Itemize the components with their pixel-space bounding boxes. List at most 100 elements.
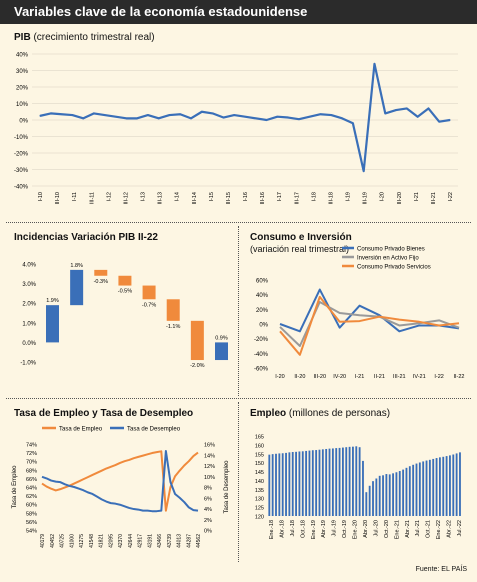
empleo-bar [445,456,448,516]
pib-point [104,114,106,116]
pib-point [93,112,95,114]
incidencias-bar-label: -0.3% [94,279,108,285]
pib-xtick: III-17 [294,192,300,205]
empleo-ytick: 135 [255,488,264,494]
empleo-bar [305,450,308,516]
empleo-subtitle: (millones de personas) [288,408,391,419]
tasas-left-ytick: 58% [26,511,37,517]
tasas-left-ytick: 74% [26,443,37,449]
empleo-ytick: 160 [255,443,264,449]
tasas-xtick: 41821 [99,534,105,548]
consumo-ytick: 40% [256,293,269,299]
empleo-bar [362,460,364,516]
consumo-xtick: IV-21 [413,374,426,380]
incidencias-bar [94,269,108,276]
consumo-xtick: I-21 [355,374,364,380]
empleo-ytick: 145 [255,470,264,476]
pib-point [449,119,451,121]
tasas-xtick: 42370 [118,534,124,548]
tasas-xtick: 40452 [50,534,56,548]
empleo-xtick: Ene.-22 [436,520,442,539]
consumo-subtitle: (variación real trimestral) [250,244,350,254]
consumo-xtick: IV-20 [333,374,346,380]
incidencias-bar [70,269,84,306]
empleo-bar [418,462,421,516]
empleo-bar [301,451,304,516]
tasas-xtick: 41000 [69,534,75,548]
consumo-xtick: I-22 [434,374,443,380]
incidencias-bar-label: -0.7% [142,302,156,308]
consumo-series-line [279,295,460,356]
empleo-xtick: Jul.-18 [290,520,296,537]
empleo-xtick: Ene.-18 [269,520,275,539]
pib-xtick: I-18 [311,192,317,201]
tasas-xtick: 40179 [40,534,46,548]
empleo-xtick: Jul.-22 [457,520,463,537]
empleo-xtick: Abr.-20 [363,520,369,538]
tasas-xtick: 41275 [79,534,85,548]
tasas-right-axis-label: Tasa de Desempleo [224,460,230,514]
empleo-bar [395,472,398,516]
consumo-xtick: II-22 [453,374,464,380]
empleo-ytick: 120 [255,515,264,521]
incidencias-bar [142,285,156,300]
empleo-bar [412,464,415,516]
incidencias-bar [215,342,228,361]
tasas-xtick: 44013 [177,534,183,548]
pib-xtick: I-13 [141,192,147,201]
pib-point [222,116,225,119]
empleo-bar [281,453,284,516]
empleo-xtick: Abr.-21 [405,520,411,538]
incidencias-bar [166,299,180,321]
empleo-xtick: Ene.-19 [311,520,317,539]
pib-title-block: PIB (crecimiento trimestral real) [14,32,155,43]
tasas-left-ytick: 60% [26,503,37,509]
pib-point [276,116,278,118]
empleo-bar [398,471,401,516]
header-bar: Variables clave de la economía estadouni… [0,0,477,24]
consumo-legend-label: Inversión en Activo Fijo [357,256,419,262]
empleo-xtick: Jul.-20 [373,520,379,537]
empleo-title-block: Empleo (millones de personas) [250,408,390,419]
pib-point [158,117,160,119]
empleo-bar [372,481,374,516]
tasas-xtick: 42917 [138,534,144,548]
consumo-ytick: -60% [254,367,269,373]
empleo-bar [415,463,418,516]
incidencias-title: Incidencias Variación PIB II-22 [14,232,158,243]
pib-xtick: III-21 [431,192,437,205]
pib-point [255,117,257,119]
pib-xtick: I-21 [414,192,420,201]
empleo-bar [365,492,368,516]
tasas-xtick: 44562 [196,534,202,548]
empleo-bar [338,447,341,516]
empleo-bar [328,448,331,516]
empleo-bar [442,456,445,516]
incidencias-bar-label: 1.9% [46,298,59,304]
empleo-bar [392,473,394,516]
pib-xtick: I-17 [277,192,283,201]
divider-mid-vertical [238,226,239,396]
incidencias-ytick: 0.0% [22,341,36,347]
empleo-bar [321,449,324,516]
tasas-right-ytick: 10% [204,475,215,481]
empleo-bar [271,454,274,516]
page-title: Variables clave de la economía estadouni… [14,4,308,19]
tasas-right-ytick: 16% [204,443,215,449]
empleo-bar [268,454,271,516]
consumo-ytick: 0% [259,323,268,329]
empleo-bar [278,453,281,516]
tasas-legend-label: Tasa de Empleo [59,427,103,433]
pib-point [244,116,246,118]
pib-point [417,116,419,118]
consumo-xtick: III-20 [314,374,327,380]
pib-ytick: -20% [14,152,29,158]
empleo-bar [352,446,354,516]
consumo-ytick: -40% [254,352,269,358]
empleo-ytick: 155 [255,452,264,458]
pib-xtick: III-18 [328,192,334,205]
pib-xtick: III-19 [363,192,369,205]
empleo-bar [335,448,338,516]
pib-point [39,115,41,117]
consumo-xtick: II-21 [374,374,385,380]
